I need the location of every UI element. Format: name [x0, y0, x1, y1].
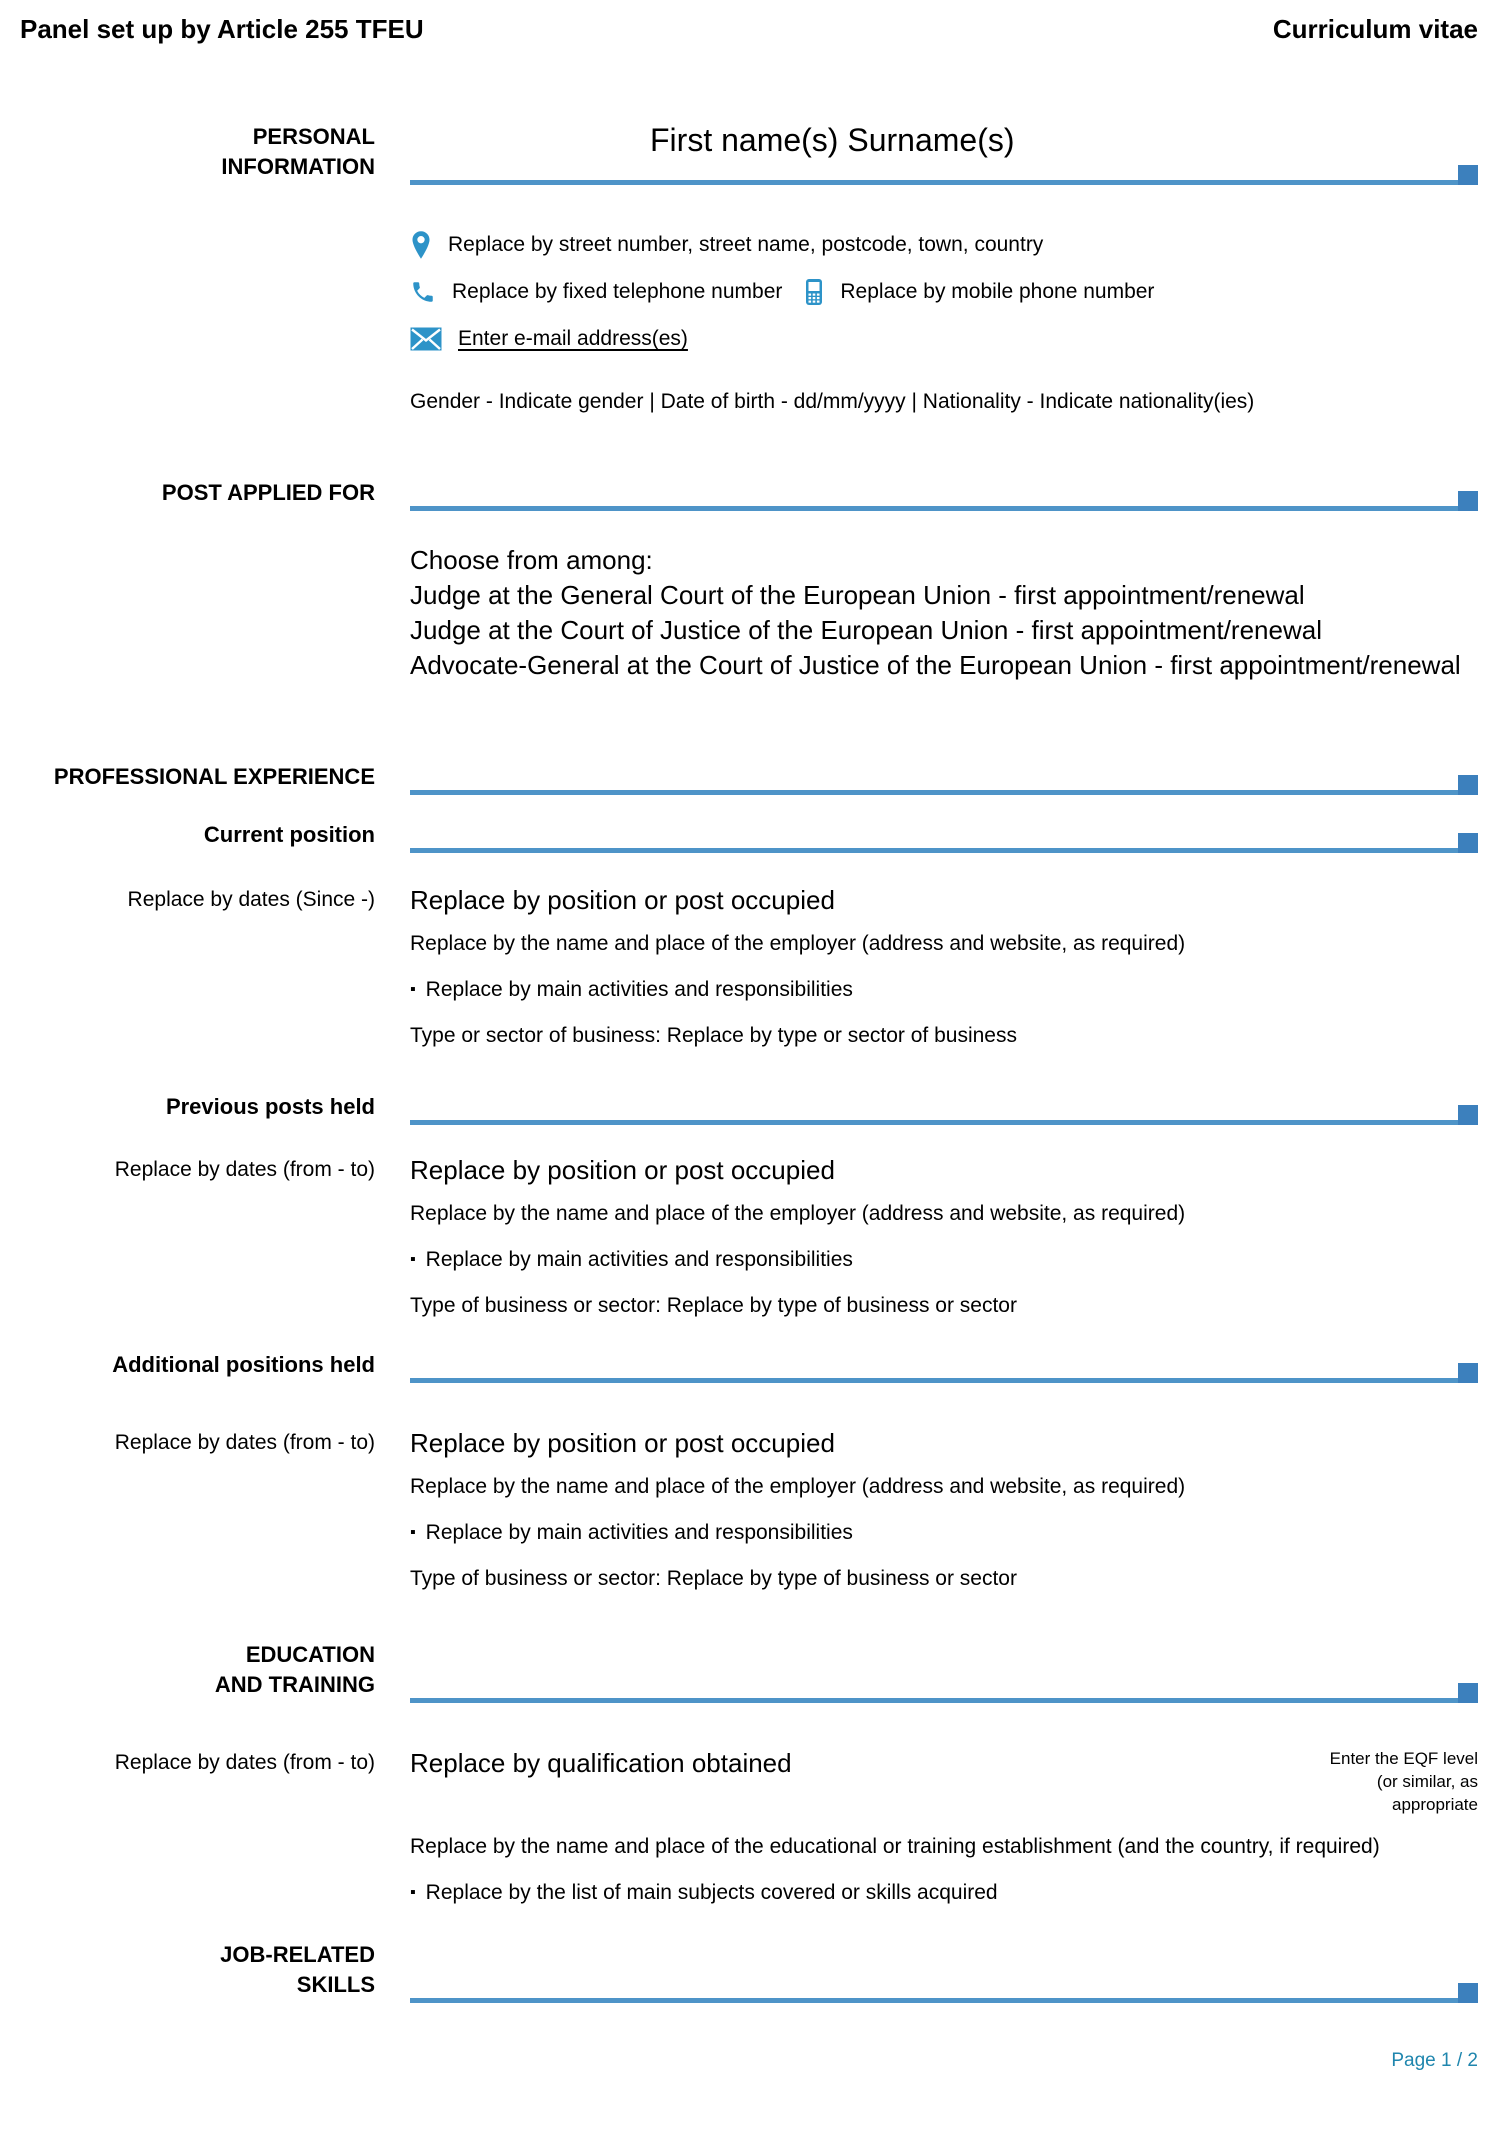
- post-options-intro: Choose from among:: [410, 545, 653, 575]
- section-rule: [410, 1983, 1478, 2003]
- experience-entry-current: Replace by dates (Since -) Replace by po…: [20, 884, 1478, 1050]
- section-post-applied-for-header: POST APPLIED FOR: [20, 478, 1478, 511]
- phone-row: Replace by fixed telephone number Replac…: [410, 275, 1478, 309]
- email-row: Enter e-mail address(es): [410, 322, 1478, 356]
- entry-dates-placeholder: Replace by dates (Since -): [127, 888, 375, 911]
- rule-end-square: [1458, 1105, 1478, 1125]
- rule-end-square: [1458, 775, 1478, 795]
- entry-employer-placeholder: Replace by the name and place of the emp…: [410, 1475, 1186, 1498]
- section-label-personal-information: PERSONAL INFORMATION: [221, 124, 375, 179]
- demographics-block: Gender - Indicate gender | Date of birth…: [20, 388, 1478, 416]
- post-option: Judge at the General Court of the Europe…: [410, 580, 1305, 610]
- rule-end-square: [1458, 1983, 1478, 2003]
- qualification-placeholder: Replace by qualification obtained: [410, 1748, 792, 1778]
- subsection-additional-positions-header: Additional positions held: [20, 1350, 1478, 1383]
- entry-business-type-placeholder: Type of business or sector: Replace by t…: [410, 1567, 1017, 1590]
- bullet-marker: ▪: [410, 1884, 416, 1901]
- bullet-marker: ▪: [410, 1251, 416, 1268]
- section-rule: [410, 775, 1478, 795]
- section-job-related-skills-header: JOB-RELATED SKILLS: [20, 1940, 1478, 2003]
- subsection-previous-posts-header: Previous posts held: [20, 1092, 1478, 1125]
- section-rule: [410, 165, 1478, 185]
- address-placeholder: Replace by street number, street name, p…: [448, 233, 1044, 256]
- section-label-professional-experience: PROFESSIONAL EXPERIENCE: [53, 764, 375, 789]
- education-entry: Replace by dates (from - to) Replace by …: [20, 1747, 1478, 1907]
- experience-entry-previous: Replace by dates (from - to) Replace by …: [20, 1154, 1478, 1320]
- email-envelope-icon: [410, 327, 442, 351]
- fixed-phone-placeholder: Replace by fixed telephone number: [452, 280, 783, 303]
- section-label-education-and-training: EDUCATION AND TRAINING: [214, 1642, 375, 1697]
- section-rule: [410, 833, 1478, 853]
- subjects-item: ▪ Replace by the list of main subjects co…: [410, 1881, 998, 1904]
- rule-end-square: [1458, 1363, 1478, 1383]
- section-rule: [410, 491, 1478, 511]
- section-label-job-related-skills: JOB-RELATED SKILLS: [220, 1942, 375, 1997]
- section-label-post-applied-for: POST APPLIED FOR: [161, 480, 375, 505]
- address-row: Replace by street number, street name, p…: [410, 228, 1478, 262]
- subsection-label-current-position: Current position: [203, 822, 375, 847]
- eqf-level-note: Enter the EQF level (or similar, as appr…: [1329, 1749, 1478, 1814]
- entry-position-placeholder: Replace by position or post occupied: [410, 1155, 835, 1185]
- subsection-label-additional-positions: Additional positions held: [112, 1352, 375, 1377]
- entry-activities-item: ▪ Replace by main activities and responsi…: [410, 1248, 853, 1271]
- page-footer: Page 1 / 2: [20, 2050, 1478, 2072]
- section-rule: [410, 1683, 1478, 1703]
- demographics-line: Gender - Indicate gender | Date of birth…: [410, 390, 1255, 413]
- subsection-label-previous-posts: Previous posts held: [165, 1094, 375, 1119]
- entry-dates-placeholder: Replace by dates (from - to): [114, 1158, 375, 1181]
- bullet-marker: ▪: [410, 981, 416, 998]
- section-personal-information-header: PERSONAL INFORMATION First name(s) Surna…: [20, 118, 1478, 185]
- document-title: Panel set up by Article 255 TFEU: [20, 14, 424, 44]
- phone-icon: [410, 279, 436, 305]
- mobile-phone-icon: [804, 278, 824, 306]
- entry-position-placeholder: Replace by position or post occupied: [410, 885, 835, 915]
- entry-business-type-placeholder: Type or sector of business: Replace by t…: [410, 1024, 1017, 1047]
- rule-end-square: [1458, 165, 1478, 185]
- entry-activities-item: ▪ Replace by main activities and responsi…: [410, 1521, 853, 1544]
- entry-activities-item: ▪ Replace by main activities and responsi…: [410, 978, 853, 1001]
- document-type-label: Curriculum vitae: [1272, 14, 1478, 44]
- post-options-block: Choose from among: Judge at the General …: [20, 543, 1478, 683]
- location-pin-icon: [410, 230, 432, 260]
- rule-end-square: [1458, 833, 1478, 853]
- contact-block: Replace by street number, street name, p…: [20, 228, 1478, 369]
- entry-dates-placeholder: Replace by dates (from - to): [114, 1431, 375, 1454]
- document-header: Panel set up by Article 255 TFEU Curricu…: [20, 14, 1478, 45]
- mobile-phone-placeholder: Replace by mobile phone number: [840, 280, 1155, 303]
- subsection-current-position-header: Current position: [20, 820, 1478, 853]
- section-professional-experience-header: PROFESSIONAL EXPERIENCE: [20, 762, 1478, 795]
- entry-business-type-placeholder: Type of business or sector: Replace by t…: [410, 1294, 1017, 1317]
- full-name-placeholder: First name(s) Surname(s): [650, 122, 1015, 158]
- rule-end-square: [1458, 491, 1478, 511]
- entry-dates-placeholder: Replace by dates (from - to): [114, 1751, 375, 1774]
- experience-entry-additional: Replace by dates (from - to) Replace by …: [20, 1427, 1478, 1593]
- bullet-marker: ▪: [410, 1524, 416, 1541]
- post-option: Judge at the Court of Justice of the Eur…: [410, 615, 1322, 645]
- section-rule: [410, 1105, 1478, 1125]
- section-education-header: EDUCATION AND TRAINING: [20, 1640, 1478, 1703]
- rule-end-square: [1458, 1683, 1478, 1703]
- establishment-placeholder: Replace by the name and place of the edu…: [410, 1835, 1380, 1858]
- post-option: Advocate-General at the Court of Justice…: [410, 650, 1461, 680]
- email-address-link[interactable]: Enter e-mail address(es): [458, 327, 688, 350]
- section-rule: [410, 1363, 1478, 1383]
- entry-employer-placeholder: Replace by the name and place of the emp…: [410, 1202, 1186, 1225]
- entry-position-placeholder: Replace by position or post occupied: [410, 1428, 835, 1458]
- page-number-indicator: Page 1 / 2: [1391, 2050, 1478, 2071]
- entry-employer-placeholder: Replace by the name and place of the emp…: [410, 932, 1186, 955]
